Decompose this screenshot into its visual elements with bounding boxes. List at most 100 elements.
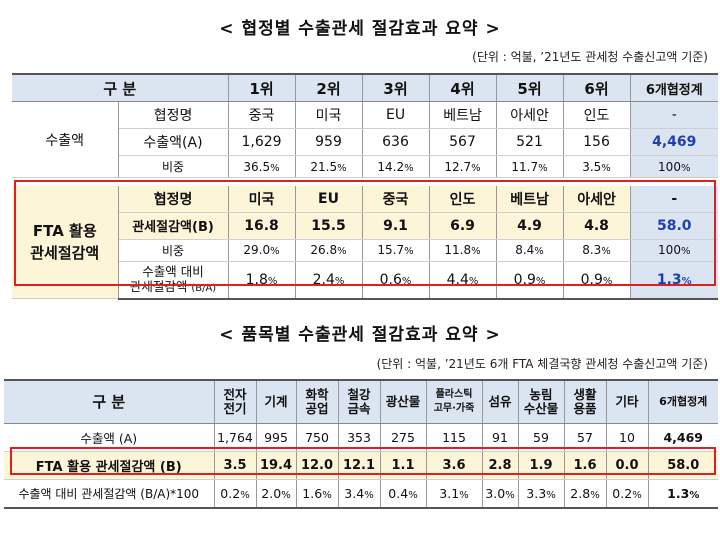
table-cell: 10 [605, 423, 648, 452]
table-cell: 91 [481, 423, 518, 452]
table-cell: 0.9% [495, 261, 564, 300]
table-cell: 1.9 [517, 451, 564, 480]
table-cell: 29.0% [227, 239, 296, 262]
table-cell: 353 [337, 423, 380, 452]
share-value: 36.5 [243, 159, 271, 174]
export-row-label: 수출액 [12, 101, 119, 178]
product-table: 구 분 전자 전기 기계 화학 공업 철강 금속 광산물 플라스틱 고무·가죽 섬유 농… [4, 379, 718, 509]
percent-sign: % [270, 246, 280, 257]
header-steel: 철강 금속 [337, 379, 380, 424]
header-total: 6개협정계 [647, 379, 718, 424]
percent-sign: % [334, 275, 345, 287]
header-line: 전자 [223, 387, 247, 402]
table-cell: 12.1 [337, 451, 380, 480]
table-cell: 베트남 [428, 101, 497, 129]
fta-ratio-row: 수출액 대비 관세절감액 (B/A) 1.8% 2.4% 0.6% 4.4% 0… [12, 261, 719, 300]
table-cell: 100% [629, 155, 719, 178]
header-line: 섬유 [488, 394, 512, 409]
table-cell: 1.6% [295, 479, 338, 509]
header-rank-6: 6위 [562, 73, 631, 102]
fta-total-cell: 58.0 [629, 212, 719, 240]
table-cell: 아세안 [495, 101, 564, 129]
table-cell: 3.4% [337, 479, 380, 509]
share-value: 11.8 [444, 243, 472, 257]
table-cell: 636 [361, 128, 430, 156]
table-cell: 19.4 [255, 451, 296, 480]
table-cell: 3.5 [213, 451, 256, 480]
percent-sign: % [590, 490, 600, 501]
table2-header-row: 구 분 전자 전기 기계 화학 공업 철강 금속 광산물 플라스틱 고무·가죽 섬유 농… [4, 379, 718, 424]
ratio-value: 0.2 [220, 486, 241, 501]
fta-share-row: 비중 29.0% 26.8% 15.7% 11.8% 8.4% 8.3% 100… [12, 239, 719, 262]
percent-sign: % [471, 246, 481, 257]
header-line: 6개협정계 [659, 395, 708, 408]
table-cell: 0.9% [562, 261, 631, 300]
share-value: 100 [658, 159, 681, 174]
percent-sign: % [364, 490, 374, 501]
table-cell: 2.4% [294, 261, 363, 300]
header-category: 구 분 [12, 73, 229, 102]
table-cell: 6.9 [428, 212, 497, 240]
product-fta-row: FTA 활용 관세절감액 (B) 3.5 19.4 12.0 12.1 1.1 … [4, 451, 718, 480]
ratio-value: 0.4 [388, 486, 409, 501]
table-cell: 미국 [227, 185, 296, 213]
percent-sign: % [404, 246, 414, 257]
ratio-value: 1.8 [245, 271, 268, 288]
fta-saving-label: 관세절감액(B) [118, 212, 229, 240]
header-etc: 기타 [605, 379, 648, 424]
header-rank-4: 4위 [428, 73, 497, 102]
table-cell: 4.8 [562, 212, 631, 240]
header-rank-2: 2위 [294, 73, 363, 102]
share-value: 8.4 [515, 243, 535, 257]
percent-sign: % [337, 162, 347, 174]
header-line: 공업 [305, 401, 329, 416]
table-cell: 275 [379, 423, 426, 452]
fta-row-label: FTA 활용 관세절감액 [12, 185, 119, 299]
fta-share-label: 비중 [118, 239, 229, 262]
percent-sign: % [689, 490, 700, 501]
percent-sign: % [534, 246, 544, 257]
export-amount-row: 수출액(A) 1,629 959 636 567 521 156 4,469 [12, 128, 719, 156]
ratio-value: 3.1 [439, 486, 460, 501]
table-cell: - [629, 185, 719, 213]
table-cell: EU [294, 185, 363, 213]
table-cell: 0.0 [605, 451, 648, 480]
table-cell: 8.3% [562, 239, 631, 262]
header-line: 전기 [223, 401, 247, 416]
percent-sign: % [632, 490, 642, 501]
percent-sign: % [680, 162, 691, 174]
table-cell: 9.1 [361, 212, 430, 240]
table-cell: 3.1% [425, 479, 482, 509]
ratio-value: 1.3 [667, 486, 690, 501]
header-line: 플라스틱 [435, 389, 473, 400]
table-cell: 1.1 [379, 451, 426, 480]
percent-sign: % [681, 275, 692, 287]
percent-sign: % [505, 490, 515, 501]
percent-sign: % [538, 162, 548, 174]
table-cell: 3.6 [425, 451, 482, 480]
table-cell: EU [361, 101, 430, 129]
header-machinery: 기계 [255, 379, 296, 424]
percent-sign: % [471, 162, 481, 174]
table-cell: 57 [563, 423, 606, 452]
header-line: 금속 [347, 401, 371, 416]
table-cell: 1.3% [629, 261, 719, 300]
table-cell: 4.4% [428, 261, 497, 300]
ratio-label-line2: 관세절감액 [129, 278, 188, 294]
product-ratio-row: 수출액 대비 관세절감액 (B/A)*100 0.2% 2.0% 1.6% 3.… [4, 479, 718, 509]
row-label: 수출액 (A) [4, 423, 214, 452]
percent-sign: % [468, 275, 479, 287]
table-cell: 14.2% [361, 155, 430, 178]
table-cell: 100% [629, 239, 719, 262]
table-cell: - [629, 101, 719, 129]
percent-sign: % [401, 275, 412, 287]
export-total-cell: 4,469 [629, 128, 719, 156]
table-cell: 8.4% [495, 239, 564, 262]
table-cell: 1.8% [227, 261, 296, 300]
header-line: 생활 [573, 387, 597, 402]
percent-sign: % [408, 490, 418, 501]
section2-title: < 품목별 수출관세 절감효과 요약 > [219, 325, 501, 345]
table-cell: 3.0% [481, 479, 518, 509]
percent-sign: % [267, 275, 278, 287]
table-cell: 2.0% [255, 479, 296, 509]
